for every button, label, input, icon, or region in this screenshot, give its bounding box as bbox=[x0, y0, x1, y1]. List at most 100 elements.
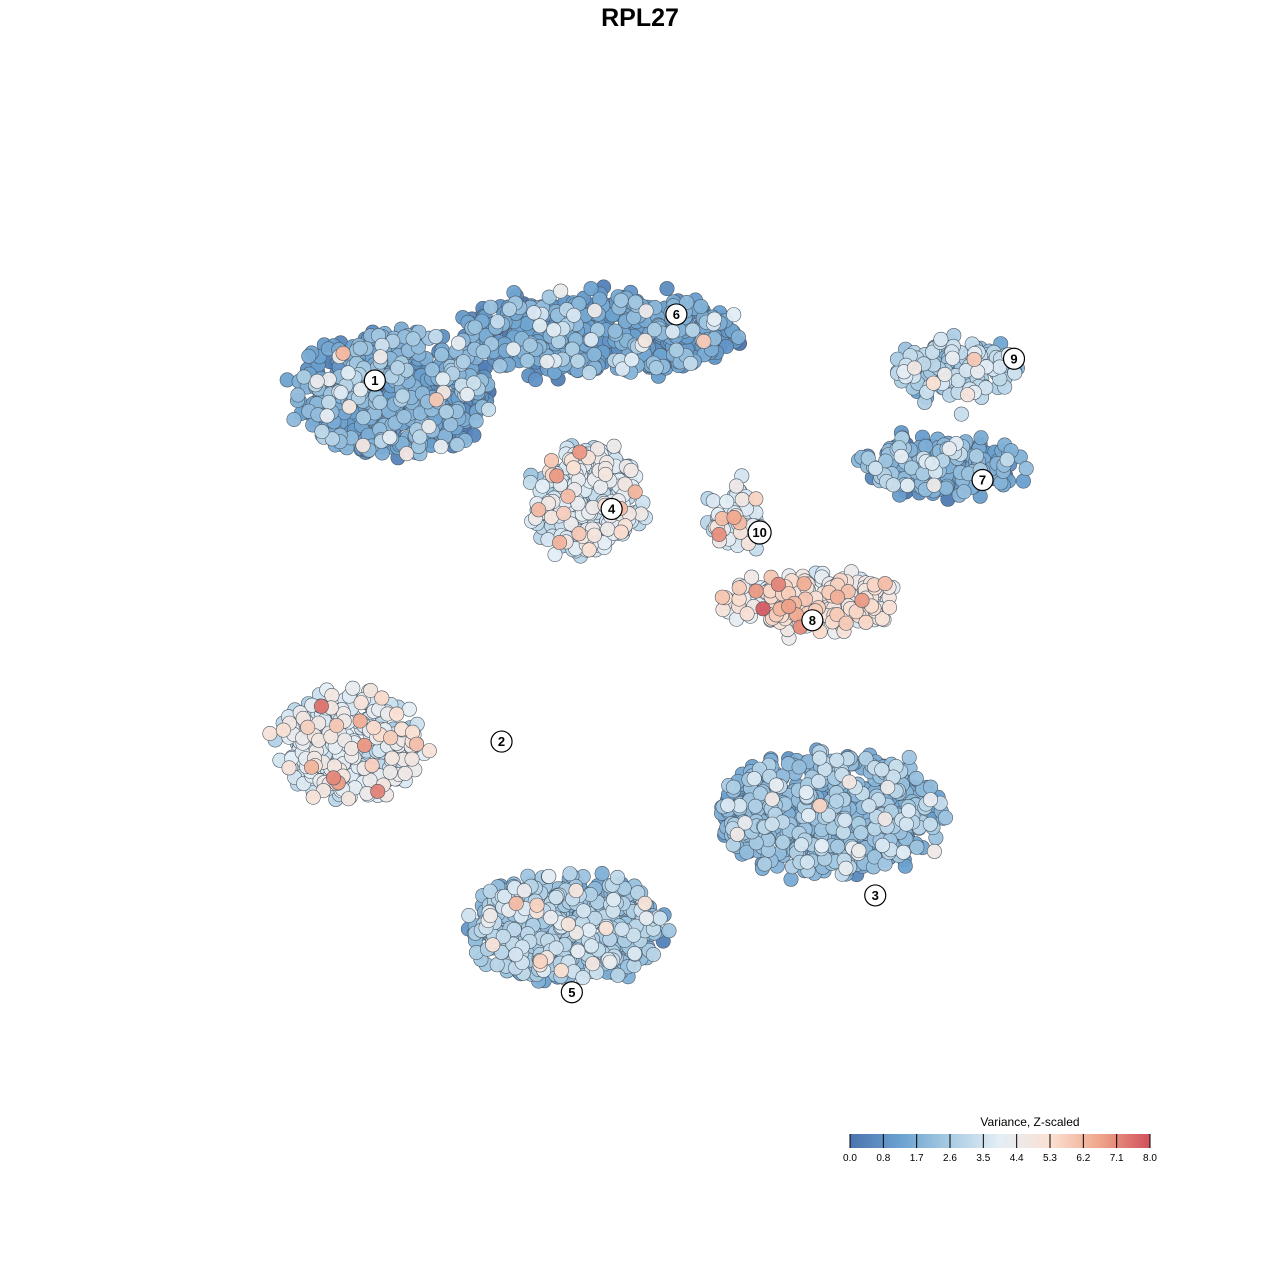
scatter-point bbox=[483, 299, 499, 315]
scatter-point bbox=[305, 789, 321, 805]
scatter-point bbox=[924, 455, 940, 471]
scatter-point bbox=[652, 910, 668, 926]
scatter-point bbox=[665, 324, 681, 340]
scatter-point bbox=[466, 375, 482, 391]
scatter-point bbox=[659, 281, 675, 297]
scatter-point bbox=[968, 448, 984, 464]
scatter-point bbox=[880, 779, 896, 795]
scatter-point bbox=[728, 478, 744, 494]
scatter-point bbox=[508, 947, 524, 963]
scatter-point bbox=[433, 439, 449, 455]
scatter-point bbox=[552, 534, 568, 550]
scatter-point bbox=[696, 333, 712, 349]
cluster-label-text: 8 bbox=[809, 613, 816, 628]
cluster-label-4: 4 bbox=[600, 497, 623, 521]
scatter-point bbox=[941, 441, 957, 457]
legend-title: Variance, Z-scaled bbox=[980, 1115, 1079, 1129]
scatter-point bbox=[329, 718, 345, 734]
scatter-point bbox=[539, 354, 555, 370]
scatter-point bbox=[370, 783, 386, 799]
scatter-point bbox=[705, 493, 721, 509]
scatter-point bbox=[926, 477, 942, 493]
scatter-point bbox=[335, 345, 351, 361]
legend-tick-label: 4.4 bbox=[1010, 1153, 1024, 1164]
scatter-point bbox=[333, 385, 349, 401]
scatter-point bbox=[587, 303, 603, 319]
scatter-point bbox=[841, 774, 857, 790]
scatter-point bbox=[593, 479, 609, 495]
scatter-point bbox=[553, 963, 569, 979]
scatter-point bbox=[638, 910, 654, 926]
scatter-point bbox=[898, 816, 914, 832]
scatter-point bbox=[372, 349, 388, 365]
scatter-point bbox=[606, 438, 622, 454]
scatter-point bbox=[933, 331, 949, 347]
scatter-point bbox=[428, 392, 444, 408]
scatter-point bbox=[597, 466, 613, 482]
scatter-point bbox=[613, 292, 629, 308]
scatter-point bbox=[755, 601, 771, 617]
scatter-point bbox=[571, 526, 587, 542]
scatter-point bbox=[461, 907, 477, 923]
legend-tick-label: 0.0 bbox=[843, 1153, 857, 1164]
scatter-point bbox=[820, 807, 836, 823]
scatter-point bbox=[793, 837, 809, 853]
scatter-point bbox=[746, 771, 762, 787]
scatter-point bbox=[482, 908, 498, 924]
scatter-point bbox=[390, 360, 406, 376]
scatter-point bbox=[374, 690, 390, 706]
chart-title: RPL27 bbox=[601, 4, 679, 32]
scatter-point bbox=[340, 791, 356, 807]
scatter-point bbox=[275, 722, 291, 738]
scatter-point bbox=[901, 803, 917, 819]
scatter-point bbox=[719, 494, 735, 510]
scatter-point bbox=[830, 838, 846, 854]
scatter-point bbox=[531, 502, 547, 518]
scatter-point bbox=[583, 938, 599, 954]
scatter-point bbox=[1018, 460, 1034, 476]
scatter-point bbox=[874, 762, 890, 778]
scatter-point bbox=[683, 355, 699, 371]
cluster-label-5: 5 bbox=[560, 981, 583, 1004]
scatter-point bbox=[925, 375, 941, 391]
cluster-label-text: 2 bbox=[498, 734, 505, 749]
scatter-point bbox=[581, 542, 597, 558]
scatter-point bbox=[570, 353, 586, 369]
scatter-point bbox=[799, 854, 815, 870]
cluster-label-6: 6 bbox=[665, 303, 688, 326]
scatter-point bbox=[325, 770, 341, 786]
cluster-label-text: 10 bbox=[752, 525, 766, 540]
scatter-point bbox=[560, 488, 576, 504]
scatter-point bbox=[637, 895, 653, 911]
scatter-point bbox=[693, 298, 709, 314]
scatter-point bbox=[572, 444, 588, 460]
scatter-point bbox=[549, 468, 565, 484]
scatter-point bbox=[352, 340, 368, 356]
scatter-point bbox=[645, 946, 661, 962]
scatter-point bbox=[340, 365, 356, 381]
scatter-point bbox=[893, 448, 909, 464]
scatter-point bbox=[877, 811, 893, 827]
scatter-point bbox=[395, 388, 411, 404]
scatter-point bbox=[532, 318, 548, 334]
scatter-point bbox=[748, 583, 764, 599]
scatter-point bbox=[661, 923, 677, 939]
scatter-point bbox=[838, 615, 854, 631]
scatter-point bbox=[922, 792, 938, 808]
scatter-point bbox=[382, 429, 398, 445]
scatter-point bbox=[614, 921, 630, 937]
cluster-label-8: 8 bbox=[801, 609, 824, 632]
scatter-point bbox=[535, 478, 551, 494]
scatter-point bbox=[714, 589, 730, 605]
scatter-point bbox=[867, 460, 883, 476]
scatter-point bbox=[801, 807, 817, 823]
scatter-point bbox=[583, 332, 599, 348]
scatter-point bbox=[881, 599, 897, 615]
scatter-point bbox=[506, 921, 522, 937]
scatter-point bbox=[301, 348, 317, 364]
scatter-point bbox=[505, 341, 521, 357]
scatter-point bbox=[909, 839, 925, 855]
legend: Variance, Z-scaled 0.0 0.8 1.7 2.6 3.5 4.4 5.3… bbox=[843, 1115, 1157, 1164]
scatter-point bbox=[812, 750, 828, 766]
scatter-point bbox=[585, 956, 601, 972]
